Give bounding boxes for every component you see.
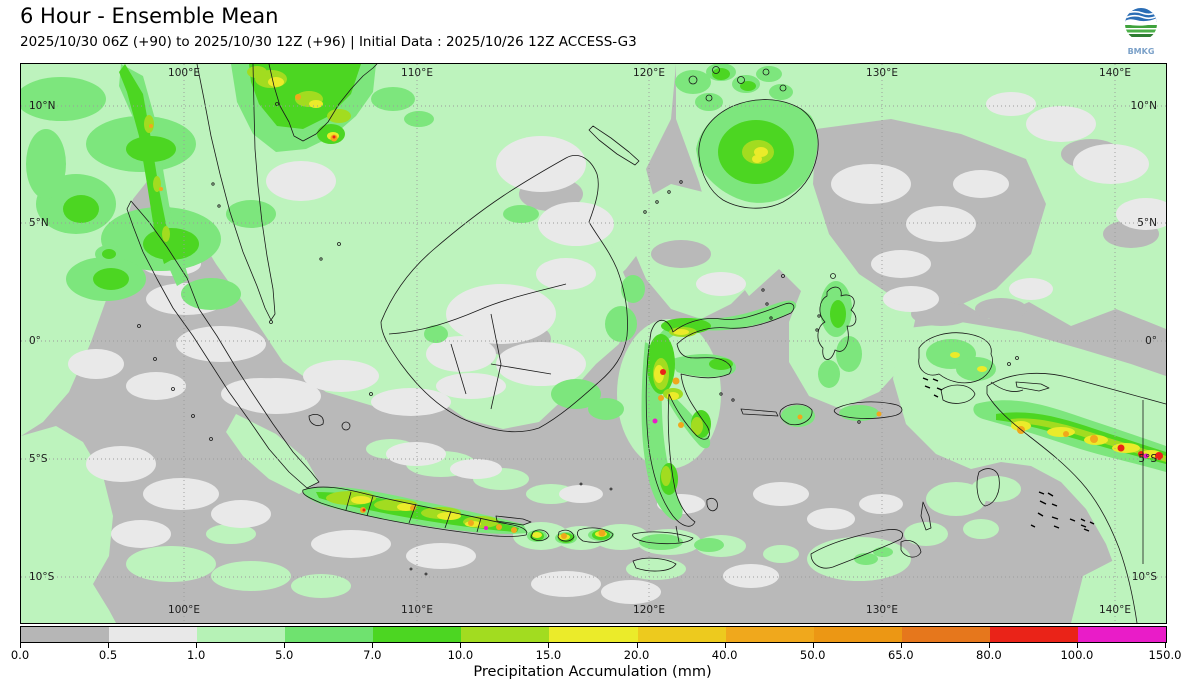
colorbar-title: Precipitation Accumulation (mm)	[473, 664, 712, 680]
colorbar-tick	[372, 643, 374, 648]
colorbar-tick-label: 5.0	[275, 648, 294, 662]
colorbar-ticks	[20, 643, 1166, 648]
colorbar-tick-label: 1.0	[186, 648, 206, 662]
colorbar-segment	[725, 627, 814, 642]
colorbar-tick-label: 0.5	[98, 648, 118, 662]
bmkg-logo-text: BMKG	[1128, 47, 1155, 56]
colorbar-tick-label: 65.0	[887, 648, 914, 662]
colorbar-segment	[1077, 627, 1167, 642]
colorbar-tick-label: 80.0	[976, 648, 1002, 662]
colorbar-segment	[637, 627, 726, 642]
colorbar-tick-label: 150.0	[1148, 648, 1182, 662]
colorbar-segment	[373, 627, 462, 642]
colorbar-tick	[724, 643, 726, 648]
colorbar-tick	[108, 643, 110, 648]
colorbar-tick-labels: 0.0 0.5 1.0 5.0 7.0 10.0 15.0 20.0 40.0 50.0 65.0 8…	[11, 648, 1182, 662]
colorbar-tick	[196, 643, 198, 648]
bmkg-globe-icon: BMKG	[1125, 8, 1157, 56]
colorbar-tick	[284, 643, 286, 648]
colorbar-tick	[1165, 643, 1166, 648]
colorbar-segment	[285, 627, 374, 642]
colorbar-segment	[549, 627, 638, 642]
colorbar-segment	[461, 627, 550, 642]
terrain-speckles	[922, 377, 1095, 532]
graticule	[21, 64, 1166, 623]
colorbar-tick	[812, 643, 814, 648]
colorbar-tick-label: 100.0	[1060, 648, 1094, 662]
colorbar-tick	[988, 643, 990, 648]
colorbar-tick	[460, 643, 462, 648]
colorbar-tick-label: 40.0	[711, 648, 738, 662]
colorbar-tick	[548, 643, 550, 648]
bmkg-logo: BMKG	[1118, 4, 1164, 58]
colorbar-segment	[21, 627, 110, 642]
coastlines	[126, 64, 1166, 623]
map-canvas: 100°E 100°E 110°E 110°E 120°E 120°E 130°E 130°E…	[20, 63, 1167, 624]
colorbar-tick	[1076, 643, 1078, 648]
colorbar-tick-label: 10.0	[447, 648, 474, 662]
colorbar-tick-label: 7.0	[363, 648, 382, 662]
colorbar	[20, 626, 1167, 643]
colorbar-tick-label: 15.0	[535, 648, 562, 662]
colorbar-tick-label: 0.0	[10, 648, 30, 662]
precip-extreme-hotspots	[149, 94, 1163, 539]
colorbar-tick	[636, 643, 638, 648]
colorbar-segment	[197, 627, 286, 642]
colorbar-tick-label: 20.0	[623, 648, 650, 662]
colorbar-tick-label: 50.0	[799, 648, 826, 662]
forecast-period-subtitle: 2025/10/30 06Z (+90) to 2025/10/30 12Z (…	[20, 34, 637, 50]
colorbar-segment	[989, 627, 1078, 642]
page-title: 6 Hour - Ensemble Mean	[20, 4, 279, 28]
colorbar-tick	[20, 643, 21, 648]
colorbar-segment	[901, 627, 990, 642]
colorbar-segment	[109, 627, 198, 642]
colorbar-segment	[813, 627, 902, 642]
colorbar-tick	[900, 643, 902, 648]
precipitation-map	[21, 64, 1166, 623]
